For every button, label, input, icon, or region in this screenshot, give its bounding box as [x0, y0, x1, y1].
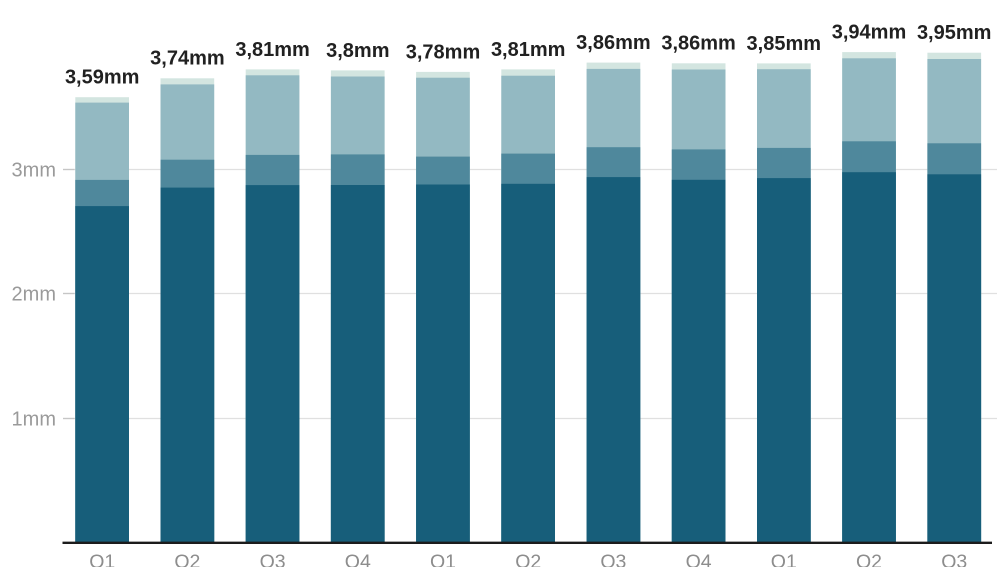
svg-text:Q4: Q4 — [686, 551, 712, 567]
svg-text:Q1: Q1 — [430, 551, 456, 567]
svg-text:3,78mm: 3,78mm — [406, 41, 481, 63]
svg-text:3,95mm: 3,95mm — [917, 22, 992, 44]
svg-text:3,85mm: 3,85mm — [747, 33, 822, 55]
svg-text:Q4: Q4 — [345, 551, 371, 567]
svg-text:2mm: 2mm — [12, 284, 56, 306]
svg-text:3,94mm: 3,94mm — [832, 22, 907, 44]
svg-text:Q3: Q3 — [260, 551, 286, 567]
svg-text:Q2: Q2 — [856, 551, 882, 567]
svg-text:3,81mm: 3,81mm — [235, 39, 310, 61]
svg-text:Q2: Q2 — [515, 551, 541, 567]
svg-text:3,8mm: 3,8mm — [326, 40, 389, 62]
svg-text:1mm: 1mm — [12, 409, 56, 431]
svg-text:3,86mm: 3,86mm — [576, 32, 651, 54]
svg-text:3,74mm: 3,74mm — [150, 48, 225, 70]
svg-text:Q1: Q1 — [89, 551, 115, 567]
svg-text:Q1: Q1 — [771, 551, 797, 567]
svg-text:Q3: Q3 — [941, 551, 967, 567]
svg-text:3,86mm: 3,86mm — [661, 33, 736, 55]
svg-text:3mm: 3mm — [12, 160, 56, 182]
svg-text:Q3: Q3 — [600, 551, 626, 567]
svg-text:Q2: Q2 — [174, 551, 200, 567]
svg-text:3,59mm: 3,59mm — [65, 67, 140, 89]
svg-text:3,81mm: 3,81mm — [491, 39, 566, 61]
